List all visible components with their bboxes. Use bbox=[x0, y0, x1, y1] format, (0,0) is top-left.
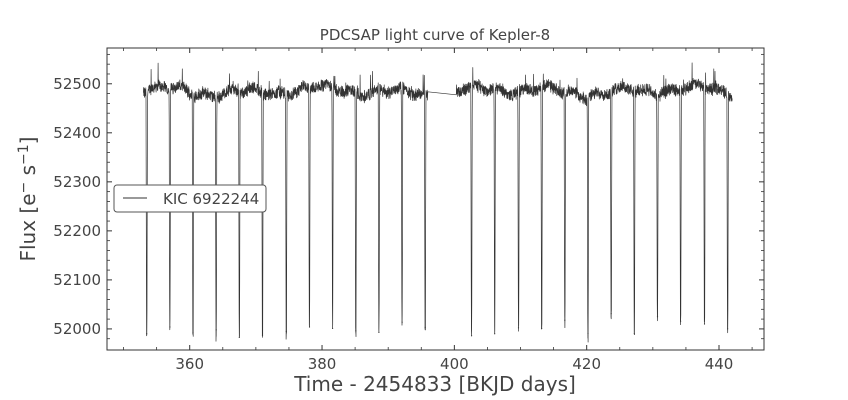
transit-point bbox=[401, 321, 403, 323]
transit-point bbox=[215, 329, 217, 331]
transit-point bbox=[656, 316, 659, 318]
x-tick-labels: 360 380 400 420 440 bbox=[175, 355, 733, 373]
y-tick-label: 52500 bbox=[53, 75, 101, 93]
y-tick-label: 52400 bbox=[53, 124, 101, 142]
transit-point bbox=[378, 331, 380, 333]
transit-point bbox=[285, 330, 287, 332]
x-axis-label: Time - 2454833 [BKJD days] bbox=[293, 372, 576, 396]
flux-series-line bbox=[143, 62, 733, 343]
y-tick-label: 52200 bbox=[53, 222, 101, 240]
transit-point bbox=[727, 328, 729, 330]
x-tick-label: 440 bbox=[705, 355, 734, 373]
transit-point bbox=[261, 334, 264, 336]
transit-point bbox=[192, 331, 194, 333]
legend-label: KIC 6922244 bbox=[163, 190, 259, 208]
y-axis-label: Flux [e− s−1] bbox=[16, 136, 40, 261]
transit-point bbox=[471, 335, 473, 337]
transit-point bbox=[332, 327, 334, 329]
transit-point bbox=[494, 333, 496, 335]
transit-point bbox=[587, 332, 589, 334]
transit-point bbox=[541, 327, 543, 329]
y-tick-labels: 52000 52100 52200 52300 52400 52500 bbox=[53, 75, 101, 338]
legend-box bbox=[113, 184, 267, 213]
y-tick-label: 52300 bbox=[53, 173, 101, 191]
legend: KIC 6922244 bbox=[113, 184, 267, 213]
x-tick-label: 360 bbox=[175, 355, 204, 373]
transit-point bbox=[238, 336, 240, 338]
x-tick-label: 400 bbox=[440, 355, 469, 373]
transit-point bbox=[610, 313, 612, 315]
tick-marks bbox=[107, 48, 764, 350]
plot-frame bbox=[106, 47, 765, 351]
transit-point bbox=[146, 333, 148, 335]
transit-point bbox=[308, 326, 311, 328]
y-tick-label: 52100 bbox=[53, 271, 101, 289]
transit-point bbox=[169, 326, 171, 328]
transit-point bbox=[564, 319, 566, 321]
plot-area bbox=[143, 62, 733, 343]
x-tick-label: 380 bbox=[308, 355, 337, 373]
transit-point bbox=[703, 323, 706, 325]
transit-point bbox=[517, 327, 520, 329]
x-tick-label: 420 bbox=[572, 355, 601, 373]
transit-point bbox=[355, 330, 357, 332]
y-tick-label: 52000 bbox=[53, 320, 101, 338]
chart-title: PDCSAP light curve of Kepler-8 bbox=[320, 26, 550, 44]
transit-point bbox=[424, 326, 426, 328]
transit-point bbox=[633, 333, 635, 335]
transit-point bbox=[680, 320, 682, 322]
